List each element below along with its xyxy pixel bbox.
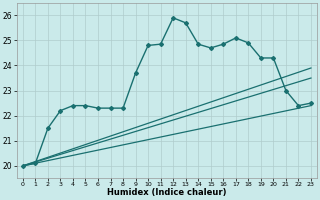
X-axis label: Humidex (Indice chaleur): Humidex (Indice chaleur) [107,188,227,197]
